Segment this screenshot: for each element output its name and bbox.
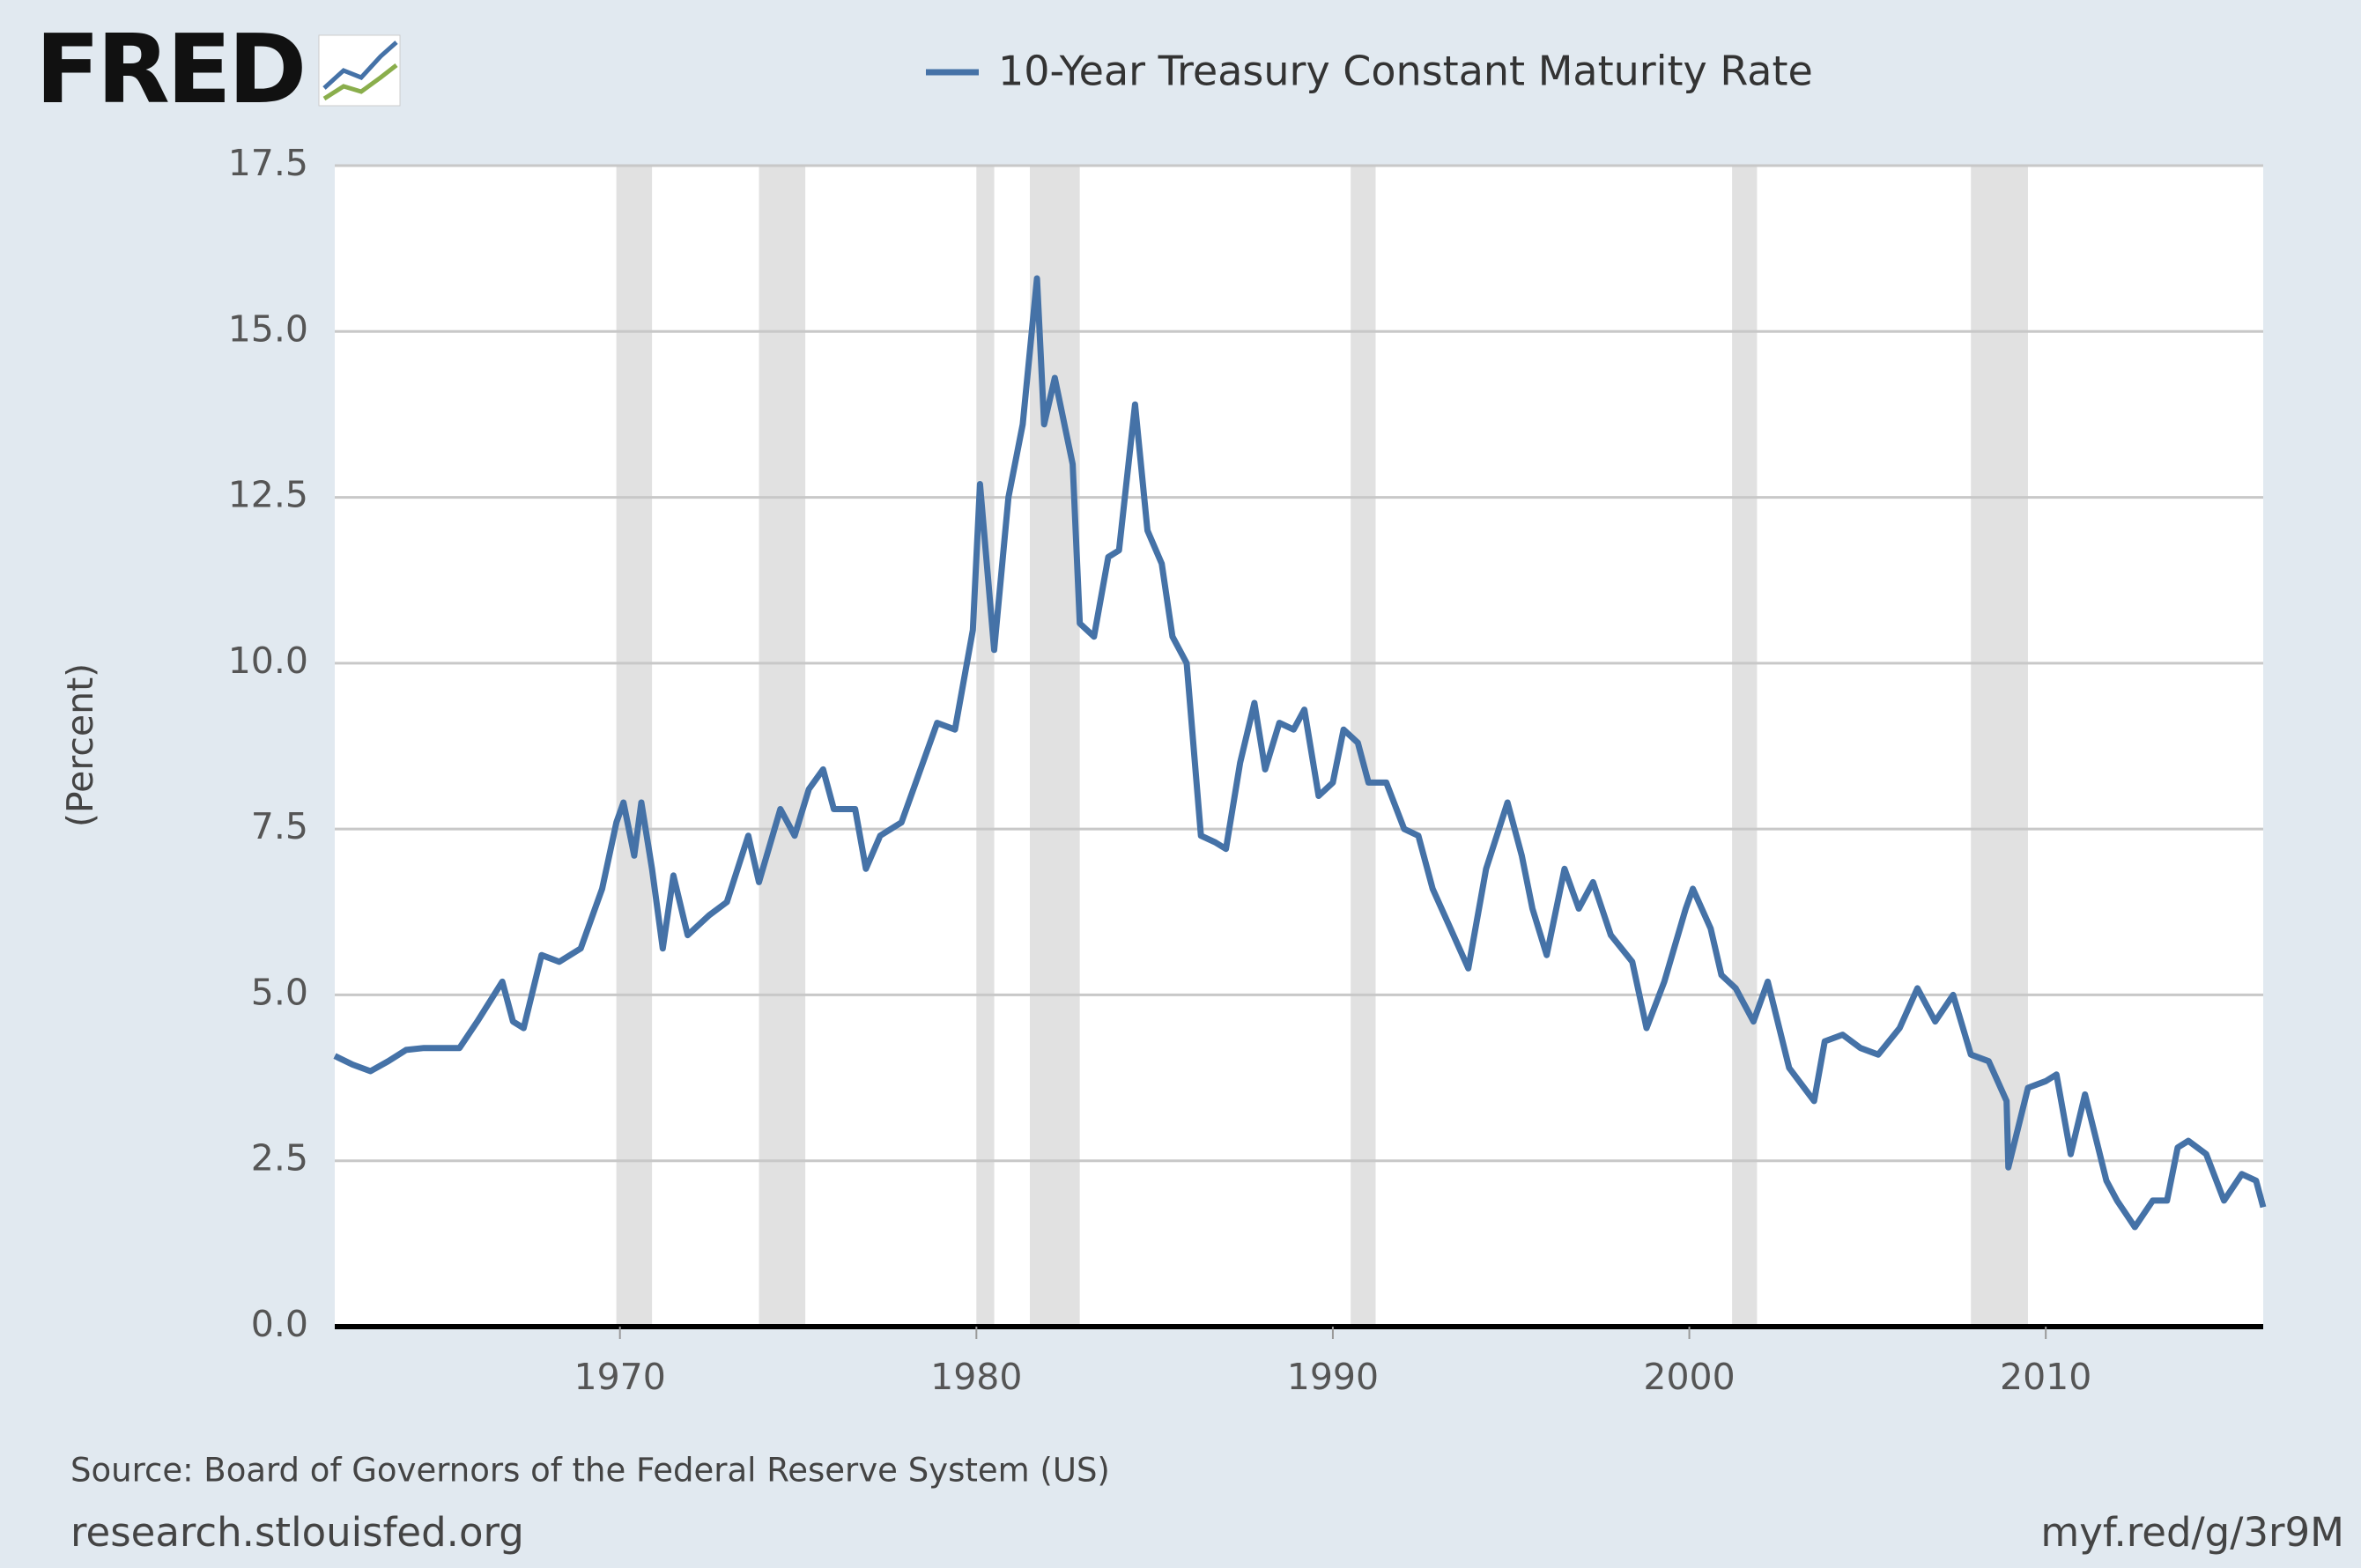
x-tick-label: 1970 [574, 1356, 666, 1398]
recession-band [976, 166, 995, 1327]
recession-band [1971, 166, 2028, 1327]
series-line [333, 275, 2267, 1231]
y-tick-label: 17.5 [228, 142, 308, 184]
x-tick-label: 1990 [1287, 1356, 1379, 1398]
x-tick-label: 2010 [2000, 1356, 2091, 1398]
y-tick-label: 12.5 [228, 474, 308, 516]
y-tick-label: 10.0 [228, 640, 308, 682]
recession-band [1732, 166, 1758, 1327]
y-axis-label: (Percent) [59, 663, 101, 827]
short-url: myf.red/g/3r9M [2040, 1509, 2344, 1556]
plot-area [335, 166, 2263, 1327]
y-tick-label: 0.0 [251, 1303, 308, 1345]
recession-band [759, 166, 806, 1327]
y-tick-label: 2.5 [251, 1137, 308, 1180]
logo-icon [318, 34, 401, 107]
source: Source: Board of Governors of the Federa… [70, 1452, 1110, 1490]
y-tick-label: 7.5 [251, 805, 308, 847]
recession-band [616, 166, 653, 1327]
x-tick-label: 1980 [930, 1356, 1022, 1398]
y-tick-label: 15.0 [228, 307, 308, 350]
x-tick-label: 2000 [1643, 1356, 1735, 1398]
legend-label: 10-Year Treasury Constant Maturity Rate [998, 48, 1813, 95]
logo: FRED [35, 15, 303, 125]
site: research.stlouisfed.org [70, 1509, 524, 1556]
y-tick-label: 5.0 [251, 971, 308, 1013]
recession-band [1351, 166, 1376, 1327]
